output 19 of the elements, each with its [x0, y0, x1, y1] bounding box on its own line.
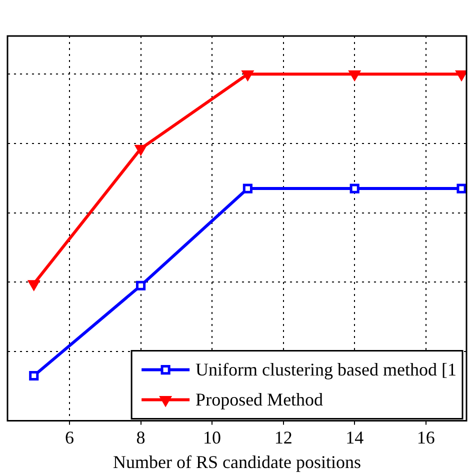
x-tick-label: 12 [274, 427, 292, 448]
point [349, 70, 360, 80]
x-tick-label: 16 [416, 427, 435, 448]
x-tick-label: 10 [203, 427, 222, 448]
legend-label: Proposed Method [196, 390, 324, 410]
x-tick-label: 14 [346, 427, 364, 448]
point [242, 184, 252, 194]
point [136, 280, 146, 290]
point [456, 70, 466, 80]
point [28, 280, 40, 290]
point [350, 184, 360, 194]
legend-label: Uniform clustering based method [1 [196, 360, 457, 380]
point [242, 70, 254, 80]
x-axis-title: Number of RS candidate positions [113, 452, 361, 472]
point [29, 370, 39, 381]
point [135, 144, 146, 155]
x-tick-label: 6 [65, 427, 74, 448]
x-tick-label: 8 [136, 427, 146, 448]
point [456, 184, 466, 194]
